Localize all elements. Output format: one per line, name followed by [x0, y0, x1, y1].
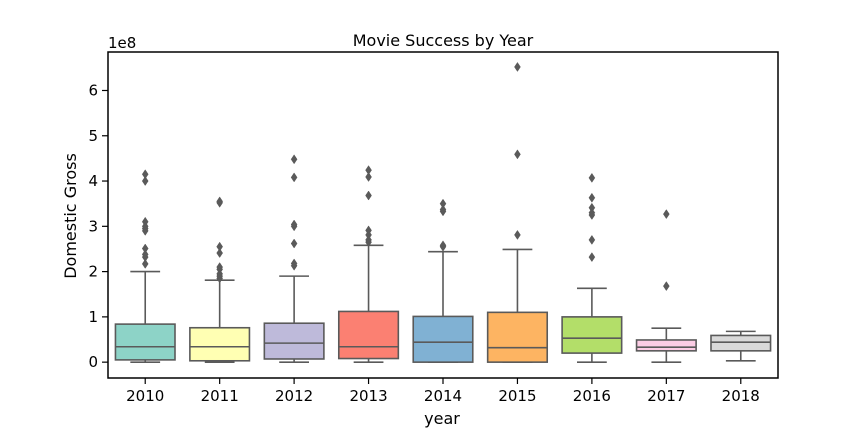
- outlier-point: [514, 149, 521, 160]
- x-tick-label: 2016: [573, 387, 611, 405]
- y-axis-title: Domestic Gross: [61, 153, 80, 279]
- outlier-point: [365, 172, 372, 182]
- x-tick-label: 2013: [349, 387, 387, 405]
- outlier-point: [216, 241, 223, 252]
- outlier-point: [439, 240, 447, 251]
- outlier-point: [439, 204, 447, 215]
- outlier-point: [141, 216, 149, 227]
- outlier-point: [588, 172, 596, 183]
- x-axis-title: year: [424, 409, 460, 428]
- outlier-point: [365, 225, 372, 236]
- outlier-point: [141, 258, 149, 269]
- outlier-point: [290, 154, 298, 165]
- outlier-point: [141, 176, 149, 186]
- outlier-point: [588, 234, 596, 245]
- box-body: [189, 326, 251, 362]
- plot-area: 0 1 2 3 4 5 6 2010 2011 2012 2013 2014 2015 2016 2017 2…: [88, 61, 772, 405]
- x-tick-label: 2018: [722, 387, 760, 405]
- outlier-point: [365, 190, 372, 201]
- y-tick-label: 4: [88, 172, 98, 190]
- y-axis-offset-label: 1e8: [108, 34, 136, 52]
- outlier-point: [141, 169, 149, 180]
- outlier-point: [290, 258, 298, 269]
- box-body: [710, 334, 772, 352]
- box-body: [337, 310, 400, 360]
- outlier-point: [365, 234, 372, 245]
- box-body: [114, 323, 176, 361]
- chart-title: Movie Success by Year: [353, 31, 534, 50]
- box-body: [263, 322, 325, 360]
- plot-frame: [107, 51, 779, 379]
- outlier-point: [588, 192, 596, 203]
- outlier-point: [663, 209, 670, 220]
- y-tick-label: 3: [88, 217, 98, 235]
- box-body: [412, 315, 474, 363]
- outlier-point: [290, 238, 298, 249]
- outlier-point: [290, 219, 298, 230]
- box-body: [561, 316, 623, 354]
- x-tick-label: 2017: [647, 387, 685, 405]
- y-tick-label: 6: [88, 81, 98, 99]
- box-2017: [635, 209, 697, 363]
- box-2014: [412, 198, 474, 363]
- outlier-point: [141, 249, 149, 260]
- outlier-point: [663, 281, 670, 292]
- outlier-point: [216, 262, 223, 273]
- y-tick-label: 2: [88, 263, 98, 281]
- box-2015: [486, 61, 549, 363]
- outlier-point: [290, 172, 298, 183]
- x-tick-label: 2011: [201, 387, 239, 405]
- x-tick-label: 2014: [424, 387, 462, 405]
- outlier-point: [141, 243, 149, 254]
- box-2018: [710, 330, 772, 362]
- outlier-point: [439, 198, 447, 209]
- x-tick-label: 2015: [498, 387, 536, 405]
- outlier-point: [588, 252, 596, 263]
- box-body: [486, 311, 549, 363]
- y-tick-label: 1: [88, 308, 98, 326]
- box-2010: [114, 169, 176, 363]
- outlier-point: [588, 202, 596, 213]
- outlier-point: [365, 165, 372, 176]
- box-2016: [561, 172, 623, 363]
- box-2012: [263, 154, 325, 363]
- outlier-point: [514, 229, 521, 240]
- y-tick-label: 5: [88, 127, 98, 145]
- box-body: [635, 339, 697, 352]
- y-tick-label: 0: [88, 353, 98, 371]
- x-tick-label: 2010: [126, 387, 164, 405]
- outlier-point: [216, 196, 223, 207]
- box-2013: [337, 165, 400, 363]
- x-tick-label: 2012: [275, 387, 313, 405]
- outlier-point: [216, 248, 223, 258]
- outlier-point: [514, 61, 521, 72]
- box-2011: [189, 196, 251, 363]
- outlier-point: [588, 207, 596, 218]
